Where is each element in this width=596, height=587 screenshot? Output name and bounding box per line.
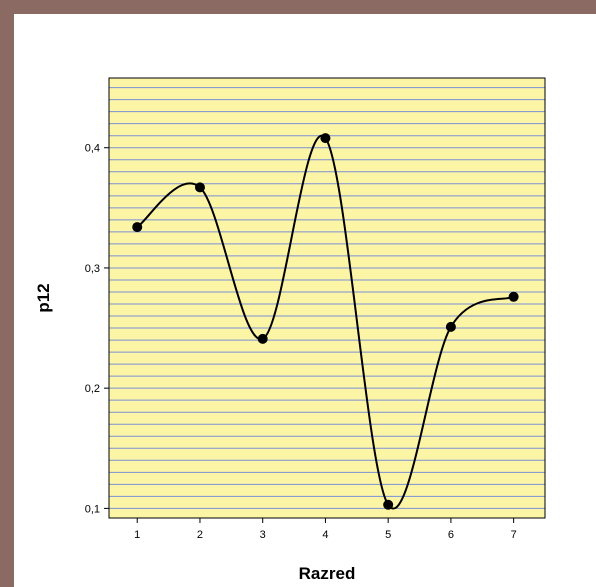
x-tick-label: 1: [134, 529, 140, 541]
data-point: [132, 222, 143, 233]
y-axis-title: p12: [34, 283, 53, 312]
line-chart: 0,1 0,2 0,3 0,4 1 2 3 4 5 6 7 Razred p12: [34, 77, 546, 583]
x-tick-label: 7: [511, 529, 517, 541]
x-tick-label: 6: [448, 529, 454, 541]
y-tick-label: 0,1: [85, 503, 100, 515]
data-point: [257, 333, 268, 344]
x-axis-title: Razred: [299, 564, 356, 583]
x-tick-label: 4: [322, 529, 328, 541]
data-point: [383, 499, 394, 510]
y-tick-label: 0,2: [85, 383, 100, 395]
y-tick-label: 0,4: [85, 143, 100, 155]
plot-area: [109, 78, 545, 518]
data-point: [508, 291, 519, 302]
series-line: [136, 134, 515, 510]
x-tick-label: 3: [260, 529, 266, 541]
x-tick-label: 2: [197, 529, 203, 541]
data-point: [320, 133, 331, 144]
data-point: [194, 182, 205, 193]
chart-frame: 0,1 0,2 0,3 0,4 1 2 3 4 5 6 7 Razred p12: [14, 14, 596, 587]
y-tick-label: 0,3: [85, 263, 100, 275]
x-tick-label: 5: [385, 529, 391, 541]
plot-border: [108, 77, 546, 519]
data-point: [445, 321, 456, 332]
